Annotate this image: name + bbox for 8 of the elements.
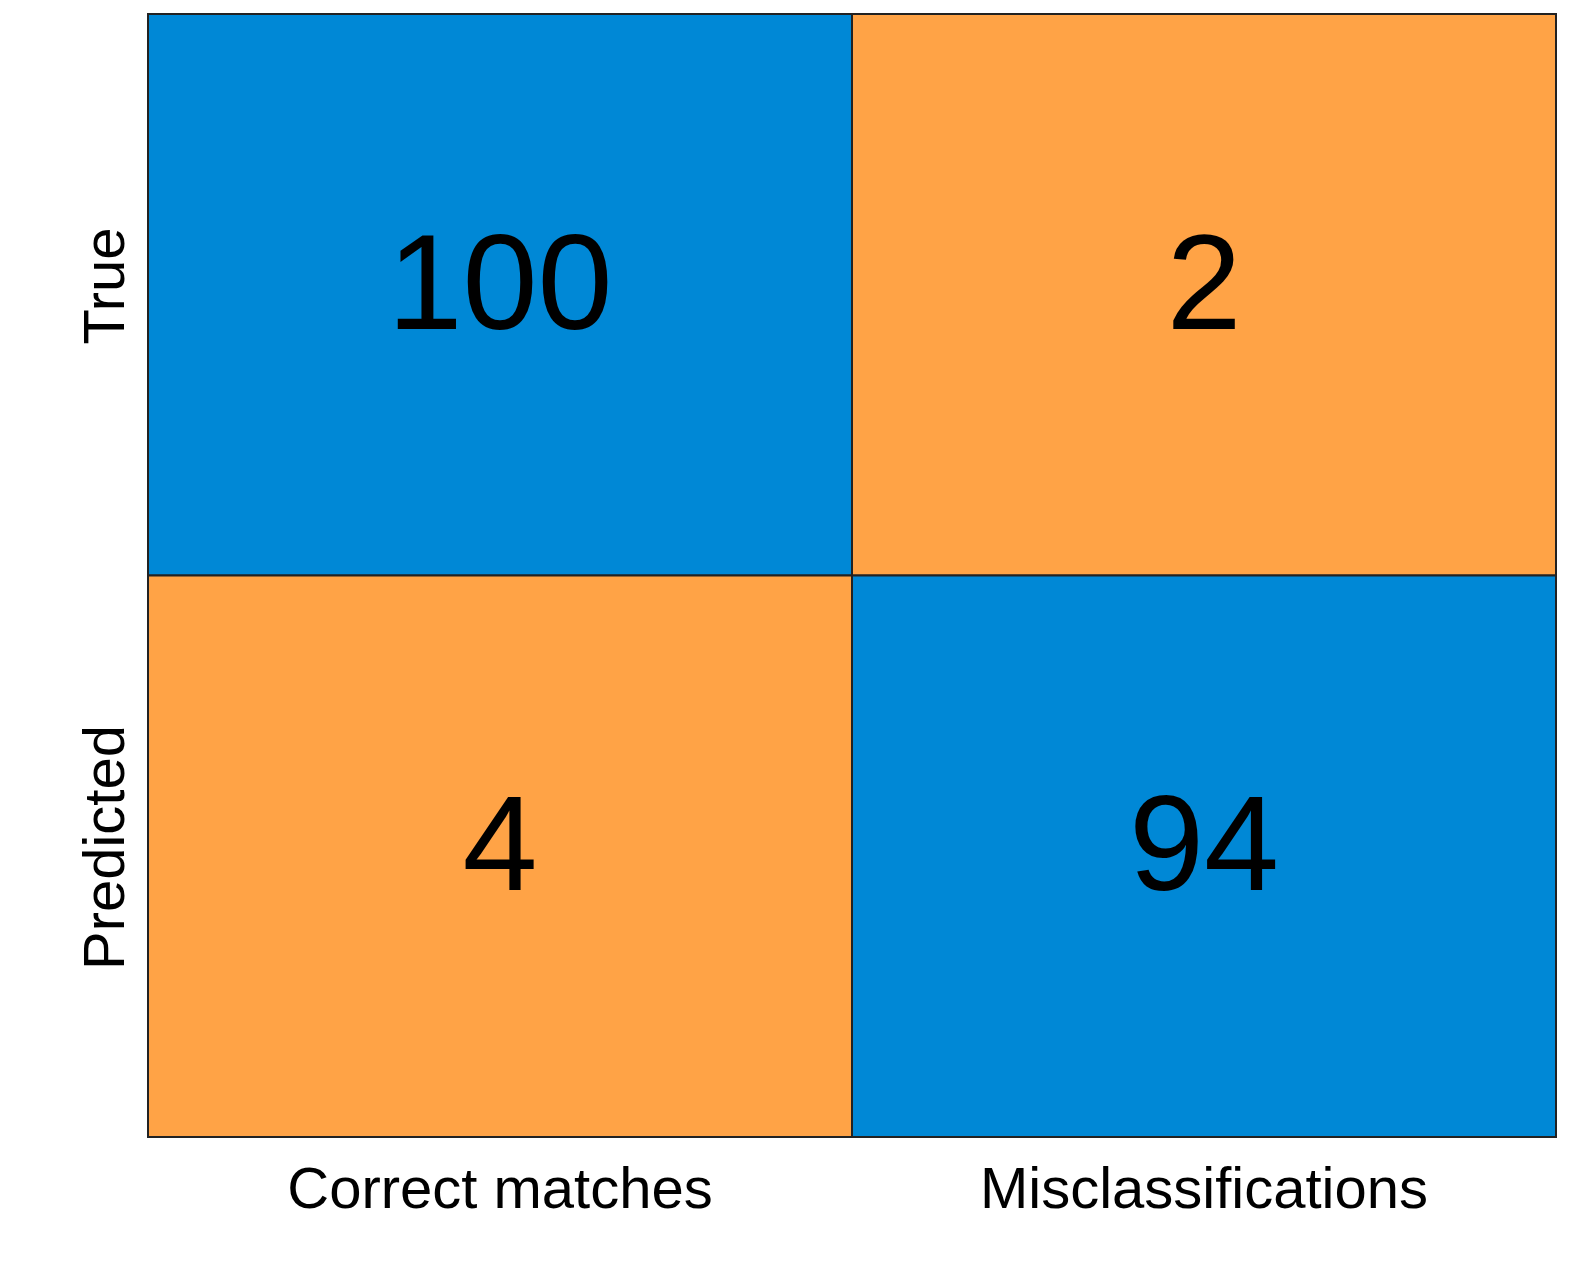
data-label: 100 (387, 206, 613, 358)
data-label: 2 (1166, 206, 1242, 358)
x-tick-label: Misclassifications (980, 1154, 1428, 1220)
y-tick-label: Predicted (70, 725, 136, 971)
data-label: 94 (1128, 768, 1280, 919)
x-tick-label: Correct matches (287, 1154, 713, 1220)
y-tick-label: True (70, 227, 136, 345)
data-label: 4 (462, 768, 538, 919)
